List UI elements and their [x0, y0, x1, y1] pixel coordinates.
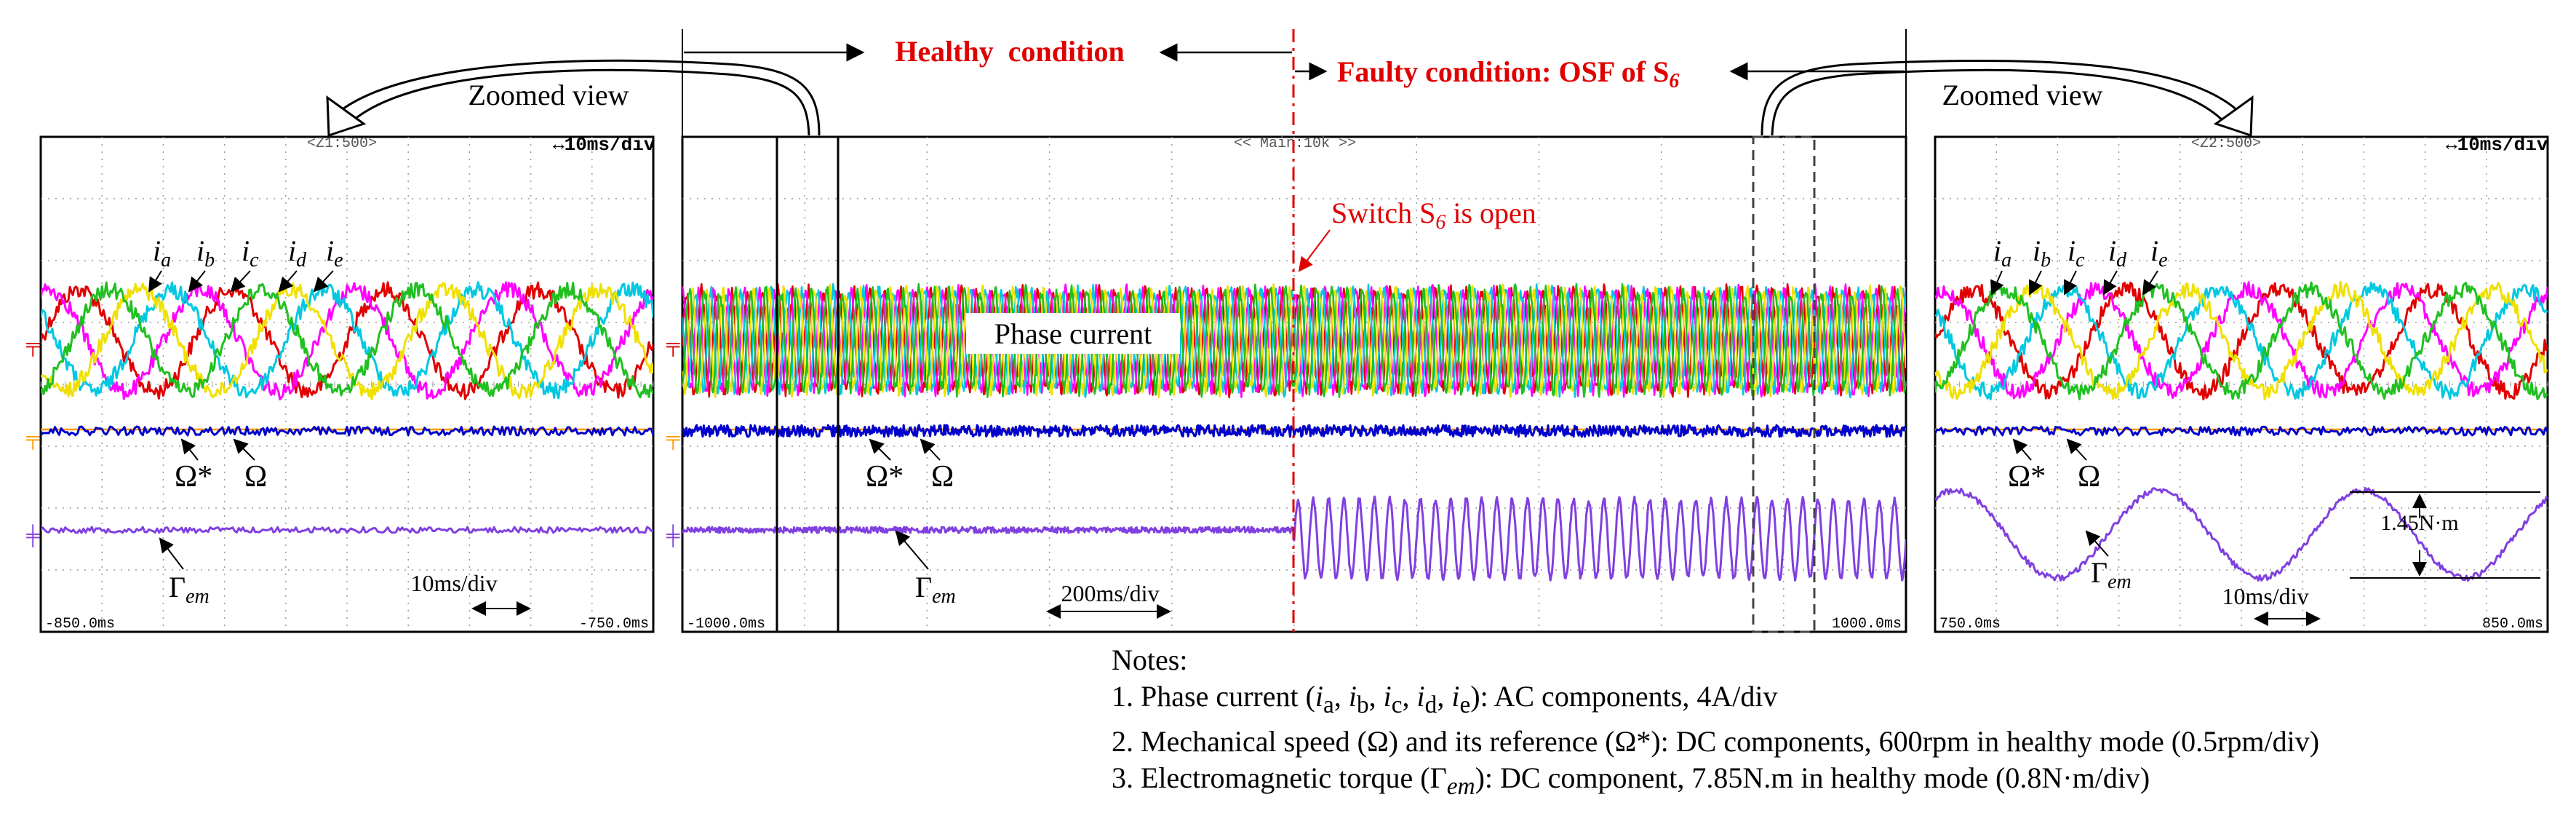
main-x-end-label: 1000.0ms	[1832, 616, 1902, 633]
svg-text:ia: ia	[153, 234, 171, 272]
svg-text:ib: ib	[2033, 234, 2051, 272]
right-header-center: <Z2:500>	[2191, 135, 2261, 152]
notes-title: Notes:	[1112, 643, 1188, 676]
left-zoomed-view-label: Zoomed view	[468, 79, 629, 111]
series-ib	[1935, 281, 2548, 400]
left-omega-label: Ω	[244, 460, 267, 494]
right-current-labels: ia ib ic id ie	[1993, 234, 2168, 272]
series-torque	[682, 495, 1906, 582]
zoom-box-right	[1752, 135, 1816, 633]
left-waveforms	[41, 281, 653, 534]
left-current-labels: ia ib ic id ie	[153, 234, 343, 272]
left-ch1-marker: ╤	[25, 333, 40, 357]
svg-text:id: id	[288, 234, 307, 272]
series-phase-current-3	[682, 283, 1906, 398]
left-scale-label: 10ms/div	[410, 570, 497, 596]
zoom-box-left	[775, 135, 840, 633]
main-panel: << Main:10k >> -1000.0ms 1000.0ms ╤ ╤ ╪ …	[666, 29, 1907, 633]
main-scale-label: 200ms/div	[1061, 580, 1159, 606]
series-omega	[1935, 425, 2548, 437]
left-x-start-label: -850.0ms	[45, 616, 115, 633]
right-header-right: ↔10ms/div	[2446, 134, 2548, 156]
right-omega-ref-label: Ω*	[2008, 460, 2046, 494]
main-omega-label: Ω	[931, 460, 954, 494]
svg-text:id: id	[2108, 234, 2127, 272]
svg-text:ie: ie	[326, 234, 343, 272]
svg-text:ib: ib	[196, 234, 215, 272]
torque-ripple-label: 1.45N·m	[2380, 511, 2459, 535]
left-header-right: ↔10ms/div	[553, 134, 655, 156]
phase-current-label-box	[966, 313, 1180, 354]
main-torque-label: Γem	[915, 571, 956, 608]
left-header-center: <Z1:500>	[307, 135, 377, 152]
svg-text:ic: ic	[242, 234, 259, 272]
left-ch3-marker: ╪	[25, 524, 40, 547]
right-x-start-label: 750.0ms	[1939, 616, 2001, 633]
condition-annotations: Healthy condition Faulty condition: OSF …	[326, 29, 2254, 138]
series-ic	[1935, 281, 2548, 400]
note-2: 2. Mechanical speed (Ω) and its referenc…	[1112, 725, 2320, 758]
phase-current-label: Phase current	[994, 317, 1152, 350]
series-ic	[41, 281, 653, 400]
right-zoom-panel: <Z2:500> ↔10ms/div 750.0ms 850.0ms ia ib…	[1934, 134, 2549, 633]
left-torque-label: Γem	[169, 571, 210, 608]
series-ie	[41, 281, 653, 399]
right-x-end-label: 850.0ms	[2482, 616, 2543, 633]
right-omega-label: Ω	[2078, 460, 2100, 494]
svg-text:ie: ie	[2150, 234, 2168, 272]
series-ia	[1935, 281, 2548, 401]
series-torque	[1935, 487, 2548, 582]
series-omega	[41, 425, 653, 437]
main-ch3-marker: ╪	[666, 524, 680, 547]
fault-annotation: Switch S6 is open	[1331, 197, 1536, 234]
notes-block: Notes: 1. Phase current (ia, ib, ic, id,…	[1112, 642, 2559, 805]
left-x-end-label: -750.0ms	[579, 616, 649, 633]
note-3: 3. Electromagnetic torque (Γem): DC comp…	[1112, 761, 2150, 800]
left-zoom-arrow	[348, 68, 810, 136]
svg-text:ic: ic	[2067, 234, 2085, 272]
main-header-center: << Main:10k >>	[1234, 135, 1356, 152]
series-ib	[41, 281, 653, 401]
left-omega-ref-label: Ω*	[175, 460, 212, 494]
series-ie	[1935, 281, 2548, 400]
main-ch2-marker: ╤	[666, 427, 680, 450]
right-zoomed-view-label: Zoomed view	[1942, 79, 2102, 111]
right-waveforms	[1935, 280, 2548, 582]
svg-text:ia: ia	[1993, 234, 2011, 272]
faulty-condition-label: Faulty condition: OSF of S6	[1337, 55, 1679, 92]
right-torque-label: Γem	[2091, 556, 2132, 593]
note-1: 1. Phase current (ia, ib, ic, id, ie): A…	[1112, 680, 1778, 718]
right-current-arrows	[1990, 270, 2158, 296]
healthy-condition-label: Healthy condition	[895, 35, 1125, 68]
left-zoom-panel: <Z1:500> ↔10ms/div -850.0ms -750.0ms ╤ ╤…	[25, 134, 655, 633]
right-scale-label: 10ms/div	[2222, 583, 2308, 609]
right-zoom-arrow	[1771, 68, 2228, 136]
left-current-arrows	[148, 270, 334, 293]
main-x-start-label: -1000.0ms	[687, 616, 765, 633]
main-ch1-marker: ╤	[666, 333, 680, 357]
series-id	[41, 282, 653, 400]
main-omega-ref-label: Ω*	[866, 460, 904, 494]
left-ch2-marker: ╤	[25, 427, 40, 450]
series-torque	[41, 526, 653, 534]
series-phase-current-4	[682, 282, 1906, 398]
